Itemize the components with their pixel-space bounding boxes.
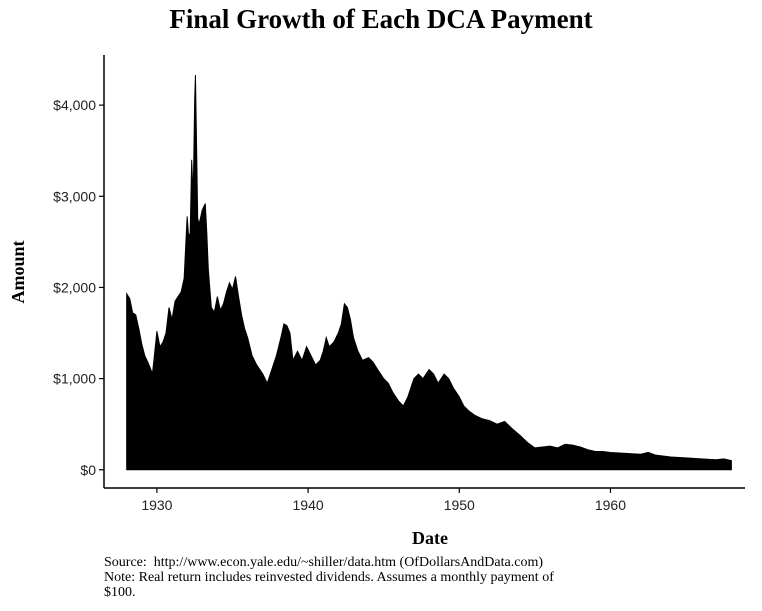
y-axis-title: Amount (8, 240, 28, 303)
y-tick-label: $2,000 (53, 279, 96, 295)
x-tick-label: 1950 (444, 497, 475, 513)
area-layer (126, 75, 732, 471)
note-text: Note: Real return includes reinvested di… (104, 570, 554, 600)
x-tick-label: 1940 (293, 497, 324, 513)
y-tick-label: $3,000 (53, 188, 96, 204)
x-ticks: 1930 1940 1950 1960 (141, 488, 626, 513)
x-tick-label: 1930 (141, 497, 172, 513)
y-ticks: $0 $1,000 $2,000 $3,000 $4,000 (53, 97, 104, 478)
chart-caption: Source: http://www.econ.yale.edu/~shille… (104, 555, 744, 600)
x-tick-label: 1960 (595, 497, 626, 513)
y-tick-label: $1,000 (53, 371, 96, 387)
area-series-0 (126, 75, 732, 471)
x-axis-title: Date (412, 528, 448, 548)
source-text: Source: http://www.econ.yale.edu/~shille… (104, 555, 543, 570)
chart-title: Final Growth of Each DCA Payment (169, 4, 593, 34)
y-tick-label: $0 (80, 462, 96, 478)
y-tick-label: $4,000 (53, 97, 96, 113)
